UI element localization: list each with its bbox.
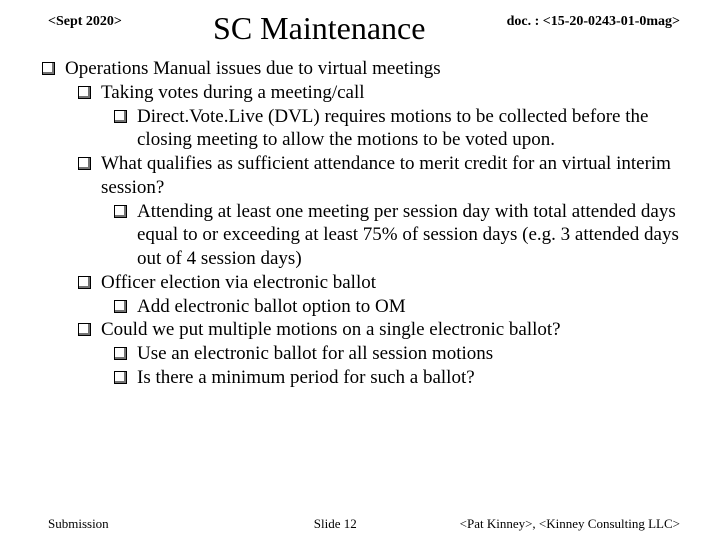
bullet-text: Direct.Vote.Live (DVL) requires motions … <box>137 105 680 153</box>
bullet-text: Is there a minimum period for such a bal… <box>137 366 680 390</box>
hollow-square-bullet-icon <box>114 371 127 384</box>
bullet-text: Attending at least one meeting per sessi… <box>137 200 680 271</box>
hollow-square-bullet-icon <box>78 86 91 99</box>
hollow-square-bullet-icon <box>78 323 91 336</box>
bullet-item: Officer election via electronic ballot <box>78 271 680 295</box>
bullet-item: Add electronic ballot option to OM <box>114 295 680 319</box>
slide-title: SC Maintenance <box>122 10 507 47</box>
bullet-item: Attending at least one meeting per sessi… <box>114 200 680 271</box>
footer-author: <Pat Kinney>, <Kinney Consulting LLC> <box>431 516 680 532</box>
bullet-text: Add electronic ballot option to OM <box>137 295 680 319</box>
hollow-square-bullet-icon <box>114 300 127 313</box>
bullet-text: Could we put multiple motions on a singl… <box>101 318 680 342</box>
hollow-square-bullet-icon <box>114 110 127 123</box>
header-date: <Sept 2020> <box>48 10 122 30</box>
hollow-square-bullet-icon <box>78 157 91 170</box>
slide-header: <Sept 2020> SC Maintenance doc. : <15-20… <box>0 0 720 47</box>
bullet-text: What qualifies as sufficient attendance … <box>101 152 680 200</box>
footer-slide-number: Slide 12 <box>240 516 432 532</box>
bullet-item: What qualifies as sufficient attendance … <box>78 152 680 200</box>
hollow-square-bullet-icon <box>114 205 127 218</box>
bullet-item: Operations Manual issues due to virtual … <box>42 57 680 81</box>
bullet-item: Taking votes during a meeting/call <box>78 81 680 105</box>
bullet-item: Is there a minimum period for such a bal… <box>114 366 680 390</box>
bullet-item: Could we put multiple motions on a singl… <box>78 318 680 342</box>
bullet-text: Officer election via electronic ballot <box>101 271 680 295</box>
bullet-item: Use an electronic ballot for all session… <box>114 342 680 366</box>
hollow-square-bullet-icon <box>114 347 127 360</box>
hollow-square-bullet-icon <box>42 62 55 75</box>
bullet-item: Direct.Vote.Live (DVL) requires motions … <box>114 105 680 153</box>
slide-body: Operations Manual issues due to virtual … <box>0 47 720 390</box>
hollow-square-bullet-icon <box>78 276 91 289</box>
bullet-text: Taking votes during a meeting/call <box>101 81 680 105</box>
bullet-text: Use an electronic ballot for all session… <box>137 342 680 366</box>
slide-footer: Submission Slide 12 <Pat Kinney>, <Kinne… <box>0 516 720 532</box>
header-doc-id: doc. : <15-20-0243-01-0mag> <box>507 10 680 30</box>
bullet-text: Operations Manual issues due to virtual … <box>65 57 680 81</box>
footer-left: Submission <box>48 516 240 532</box>
